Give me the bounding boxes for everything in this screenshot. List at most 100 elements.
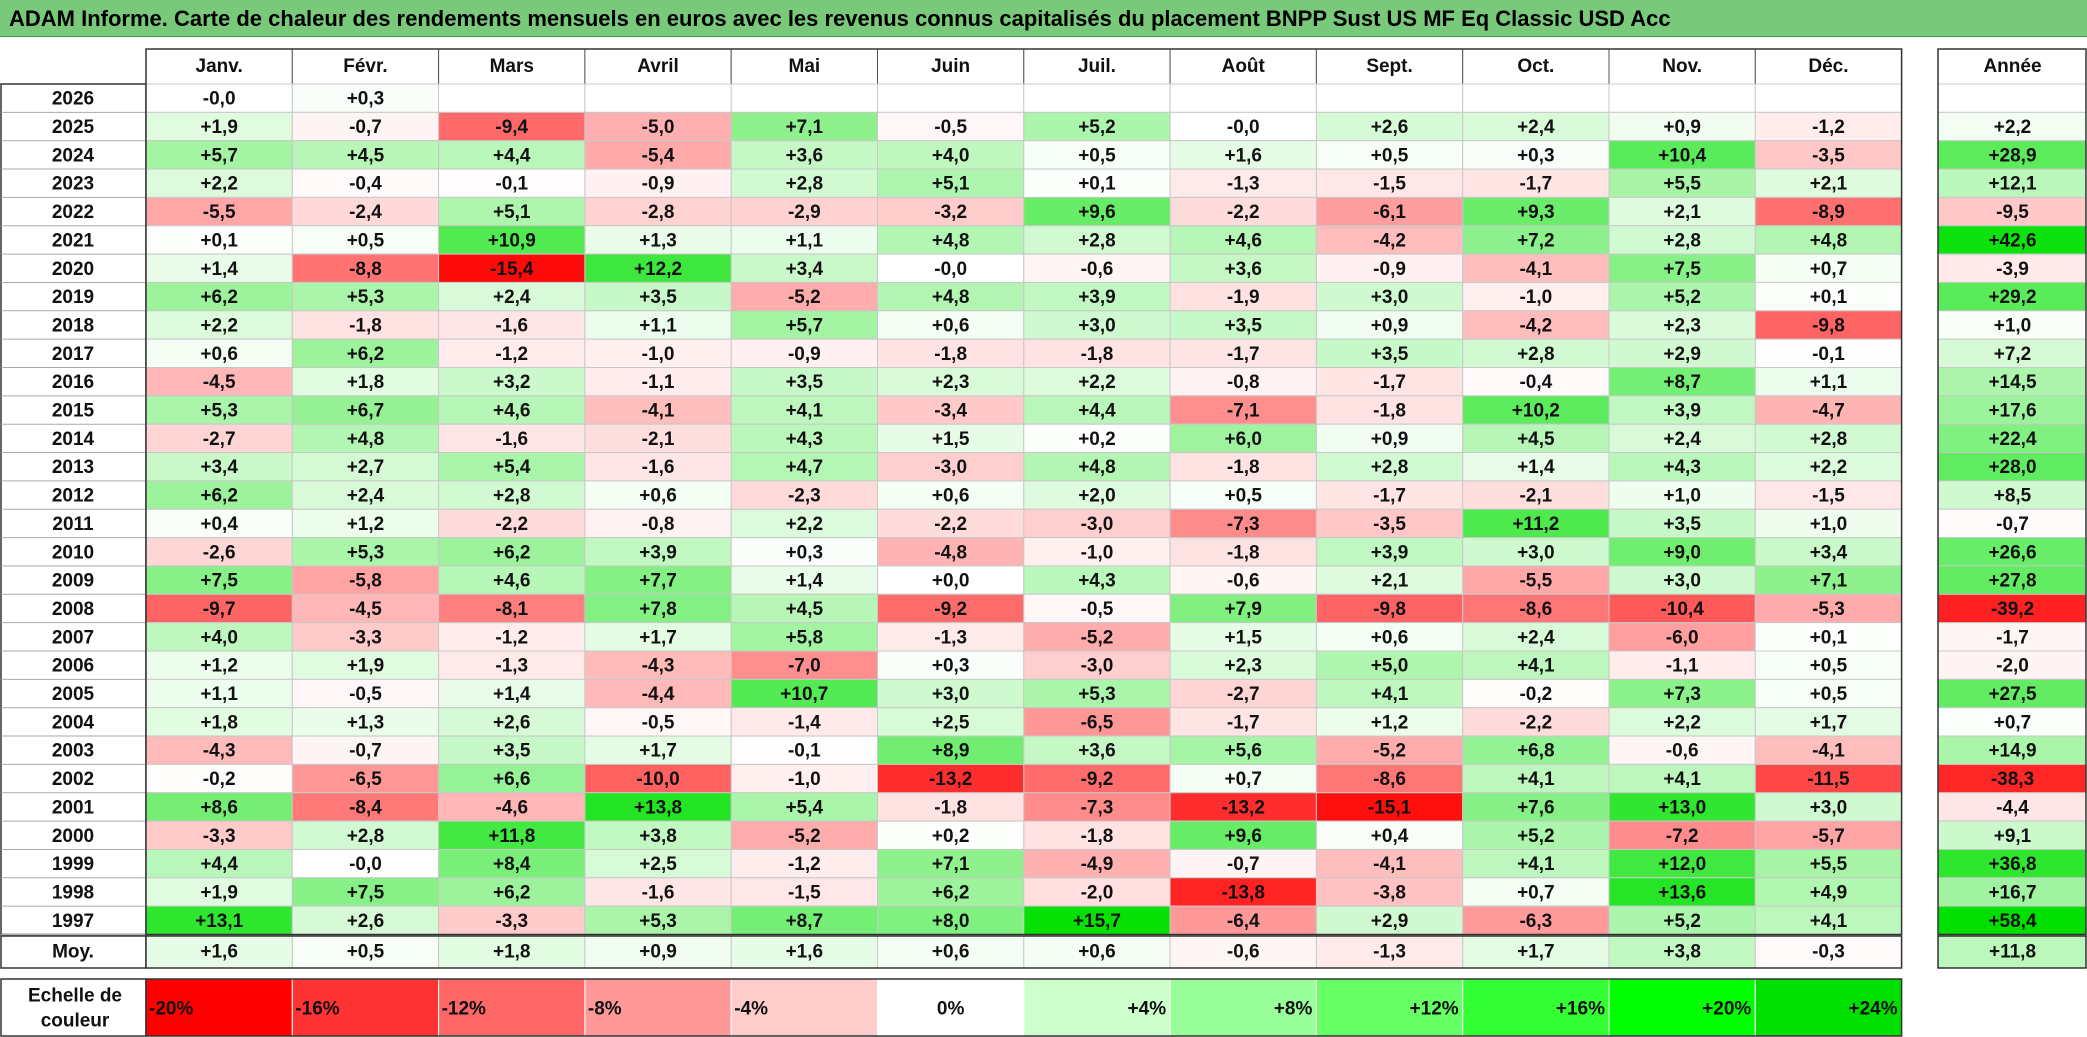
cell-value: -0,0: [203, 89, 236, 110]
cell-value: +0,7: [1810, 259, 1848, 280]
year-total-cell: [1937, 537, 2087, 567]
year-total-cell: [1937, 281, 2087, 312]
cell-value: +0,5: [1371, 145, 1409, 166]
heatmap-cell: [1462, 452, 1610, 482]
heatmap-cell: [1754, 310, 1903, 340]
cell-value: +3,5: [1371, 344, 1409, 365]
heatmap-cell: [1462, 367, 1610, 397]
average-label-cell: [0, 935, 147, 969]
cell-value: +6,2: [493, 542, 531, 563]
heatmap-cell: [730, 848, 879, 879]
cell-value: +5,3: [200, 401, 238, 422]
heatmap-cell: [291, 707, 440, 737]
year-total-cell: [1937, 253, 2087, 283]
heatmap-cell: [730, 537, 879, 567]
cell-value: -6,4: [1227, 911, 1260, 932]
column-header-label: Janv.: [196, 56, 243, 77]
average-cell: [291, 935, 440, 969]
heatmap-cell: [1608, 168, 1756, 198]
cell-value: +7,6: [1517, 797, 1555, 818]
cell-value: -1,8: [1373, 401, 1406, 422]
cell-value: +4,1: [1371, 684, 1409, 705]
cell-value: -0,6: [1227, 571, 1260, 592]
cell-value: +4,7: [786, 457, 824, 478]
heatmap-cell: [145, 678, 293, 709]
cell-value: +3,5: [493, 741, 531, 762]
cell-value: -1,0: [788, 769, 821, 790]
heatmap-cell: [438, 593, 586, 624]
scale-stop-label: +4%: [1128, 999, 1167, 1020]
row-label: 2025: [52, 117, 95, 138]
heatmap-cell: [584, 225, 732, 255]
cell-value: -1,2: [495, 344, 528, 365]
cell-value: -1,8: [1227, 457, 1260, 478]
column-header-label: Nov.: [1662, 56, 1702, 77]
heatmap-cell: [1315, 83, 1464, 113]
cell-value: +1,5: [1224, 627, 1262, 648]
cell-value: -3,2: [934, 202, 967, 223]
cell-value: -5,7: [1812, 826, 1845, 847]
heatmap-cell: [1315, 508, 1464, 539]
heatmap-cell: [1169, 83, 1317, 113]
heatmap-cell: [1608, 281, 1756, 312]
cell-value: -9,4: [495, 117, 528, 138]
row-label: 2016: [52, 372, 94, 393]
cell-value: -4,2: [1519, 315, 1552, 336]
cell-value: -3,8: [1373, 882, 1406, 903]
cell-value: -1,0: [1081, 542, 1114, 563]
heatmap-cell: [438, 83, 586, 113]
heatmap-cell: [1608, 707, 1756, 737]
row-label: 2021: [52, 230, 95, 251]
cell-value: -0,9: [1373, 259, 1406, 280]
year-total-value: +2,2: [1994, 117, 2032, 138]
cell-value: -1,6: [642, 882, 675, 903]
cell-value: -1,7: [1519, 174, 1552, 195]
cell-value: +1,9: [200, 882, 238, 903]
heatmap-cell: [584, 905, 732, 936]
heatmap-cell: [1315, 877, 1464, 907]
heatmap-cell: [1754, 423, 1903, 454]
cell-value: +4,5: [1517, 429, 1555, 450]
cell-value: +4,1: [1517, 854, 1555, 875]
cell-value: +11,2: [1512, 514, 1559, 535]
cell-value: -3,0: [934, 457, 967, 478]
column-header-label: Août: [1222, 56, 1266, 77]
average-value: +1,7: [1517, 942, 1555, 963]
heatmap-cell: [1023, 565, 1171, 595]
cell-value: +5,2: [1517, 826, 1555, 847]
cell-value: -1,7: [1373, 486, 1406, 507]
cell-value: -1,9: [1227, 287, 1260, 308]
year-total-value: +58,4: [1988, 911, 2037, 932]
cell-value: +3,4: [1810, 542, 1848, 563]
heatmap-cell: [877, 593, 1025, 624]
year-total-cell: [1937, 735, 2087, 765]
heatmap-cell: [1608, 338, 1756, 368]
heatmap-cell: [1462, 508, 1610, 539]
average-value: +0,6: [1078, 942, 1116, 963]
cell-value: -1,0: [1519, 287, 1552, 308]
heatmap-cell: [1169, 707, 1317, 737]
title-bar: ADAM Informe. Carte de chaleur des rende…: [0, 0, 2087, 37]
cell-value: -4,5: [349, 599, 382, 620]
heatmap-cell: [730, 480, 879, 510]
cell-value: +2,2: [1078, 372, 1116, 393]
heatmap-cell: [1023, 111, 1171, 142]
column-header-cell: [291, 48, 440, 85]
cell-value: -8,4: [349, 797, 382, 818]
cell-value: +9,3: [1517, 202, 1555, 223]
heatmap-cell: [1608, 196, 1756, 227]
heatmap-cell: [1315, 707, 1464, 737]
cell-value: +8,7: [786, 911, 824, 932]
average-value: -0,3: [1812, 942, 1845, 963]
cell-value: -4,6: [495, 797, 528, 818]
cell-value: +2,1: [1810, 174, 1848, 195]
cell-value: +8,7: [1663, 372, 1701, 393]
heatmap-cell: [1315, 452, 1464, 482]
heatmap-cell: [1169, 395, 1317, 425]
cell-value: -3,0: [1081, 514, 1114, 535]
heatmap-cell: [1023, 338, 1171, 368]
heatmap-cell: [1462, 678, 1610, 709]
row-label: 2014: [52, 429, 95, 450]
cell-value: +2,6: [347, 911, 385, 932]
cell-value: +3,9: [1371, 542, 1409, 563]
